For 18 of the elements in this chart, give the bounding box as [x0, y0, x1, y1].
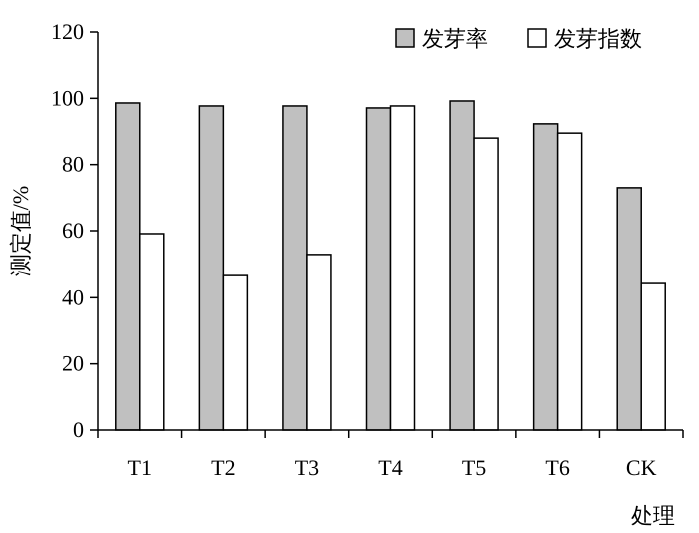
y-axis-title: 测定值/% — [8, 186, 33, 276]
x-tick-label: T3 — [294, 455, 320, 480]
y-tick-label: 40 — [62, 284, 84, 310]
y-tick-label: 100 — [51, 85, 84, 110]
y-tick-label: 20 — [62, 350, 84, 376]
x-axis-title: 处理 — [631, 503, 675, 528]
y-tick-label: 120 — [51, 19, 84, 44]
x-tick-label: T1 — [128, 455, 152, 480]
x-tick-label: CK — [626, 455, 657, 480]
y-tick-label: 60 — [62, 218, 84, 243]
x-tick-label: T2 — [211, 455, 236, 480]
y-tick-label: 80 — [62, 152, 84, 177]
legend-label: 发芽指数 — [554, 26, 642, 51]
x-tick-label: T6 — [545, 455, 570, 480]
x-tick-label: T4 — [378, 455, 403, 480]
y-tick-label: 0 — [73, 417, 84, 442]
x-tick-label: T5 — [462, 455, 486, 480]
legend-label: 发芽率 — [422, 26, 488, 51]
